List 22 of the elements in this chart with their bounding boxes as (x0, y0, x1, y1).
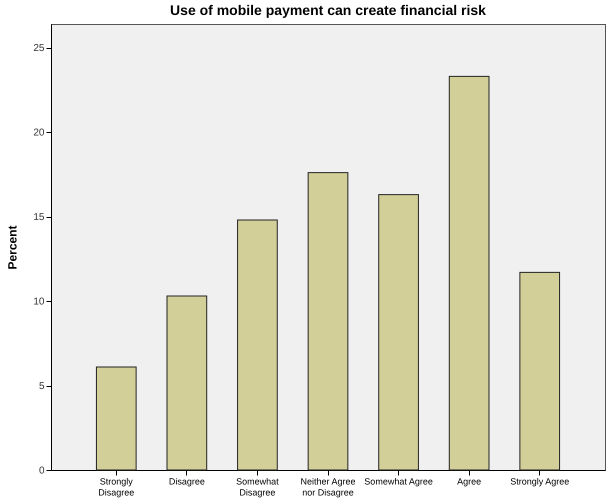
bar (308, 172, 348, 470)
y-tick-label: 15 (33, 212, 45, 224)
x-tick-label: Strongly Agree (510, 476, 570, 486)
x-tick-label: Strongly Disagree (98, 476, 134, 498)
bar (378, 194, 419, 470)
chart-title: Use of mobile payment can create financial risk (170, 2, 486, 18)
y-tick-label: 10 (33, 296, 45, 308)
x-tick-label: Neither Agree nor Disagree (300, 476, 356, 498)
bar (448, 76, 490, 470)
y-tick-label: 20 (33, 128, 45, 139)
x-tick-label: Disagree (168, 476, 205, 486)
x-tick-label: Somewhat Disagree (236, 476, 280, 498)
bar (237, 219, 278, 470)
y-axis-title: Percent (5, 225, 20, 270)
bar (96, 366, 137, 470)
x-tick-label: Agree (457, 476, 482, 486)
y-tick-label: 25 (33, 43, 45, 54)
bar (166, 295, 208, 470)
y-tick-label: 0 (38, 466, 45, 476)
x-tick-label: Somewhat Agree (364, 476, 433, 486)
y-tick-label: 5 (38, 381, 45, 392)
bar (519, 272, 560, 470)
